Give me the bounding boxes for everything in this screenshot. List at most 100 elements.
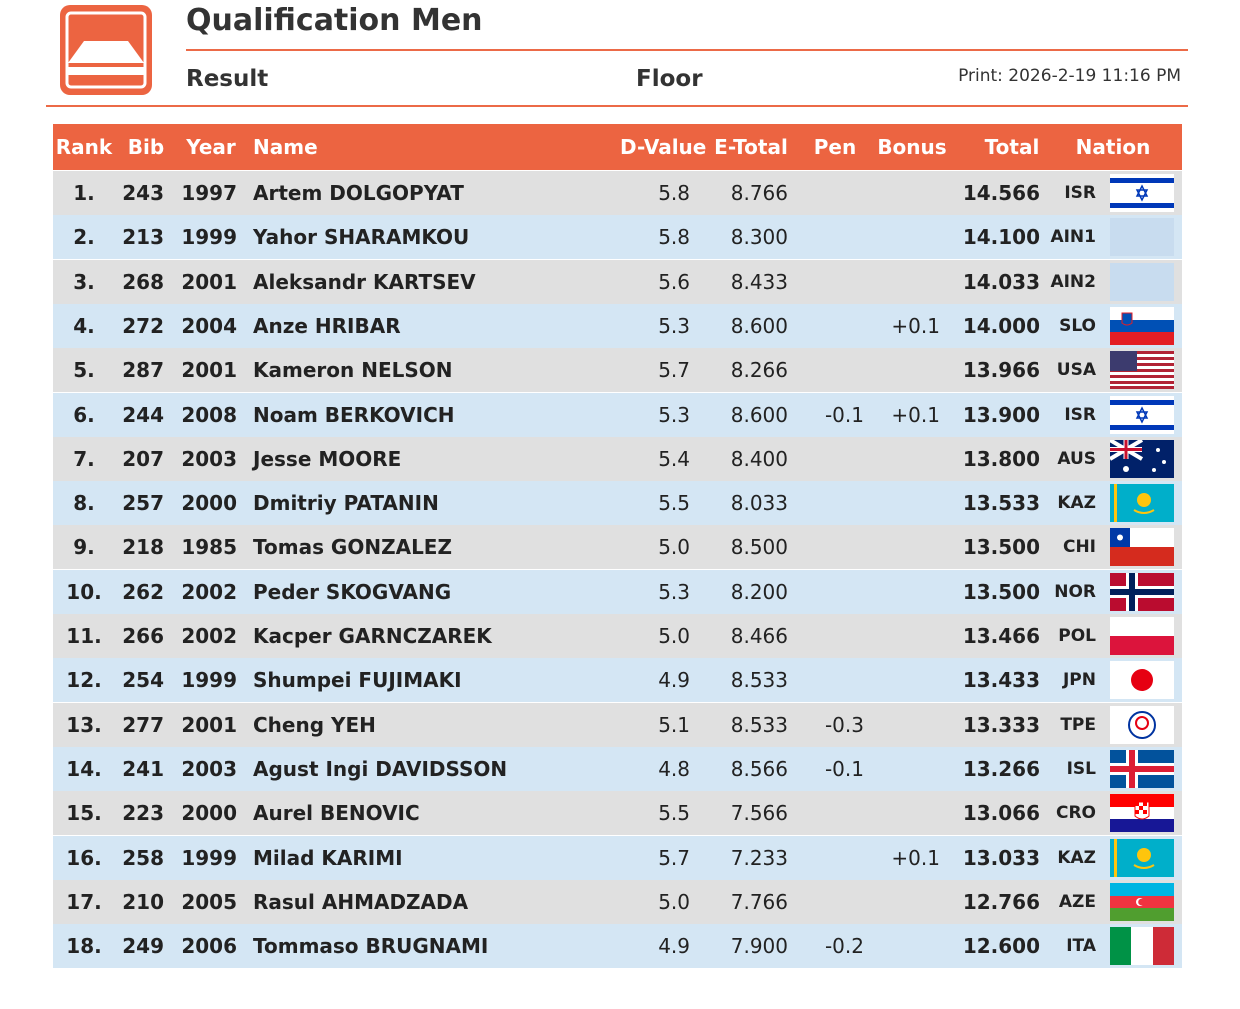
name-cell: Milad KARIMI [253,845,403,870]
table-row [53,746,1182,791]
rank-cell: 1. [73,181,95,205]
total-cell: 14.100 [962,225,1040,250]
year-cell: 1985 [181,535,237,560]
e-total-cell: 8.533 [730,668,788,693]
table-row [53,259,1182,304]
flag [1110,218,1174,256]
bib-cell: 268 [122,269,164,294]
flag [1110,617,1174,655]
bib-cell: 244 [122,402,164,427]
d-value-cell: 5.3 [658,579,690,604]
column-header: Nation [1075,135,1151,159]
e-total-cell: 7.233 [730,845,788,870]
column-header: Total [984,135,1040,159]
table-row [53,569,1182,614]
name-cell: Yahor SHARAMKOU [253,225,470,250]
bib-cell: 258 [122,845,164,870]
year-cell: 1997 [181,181,237,205]
nation-cell: JPN [1062,670,1096,691]
total-cell: 13.533 [962,491,1040,516]
year-cell: 2001 [181,269,237,294]
e-total-cell: 8.300 [730,225,788,250]
d-value-cell: 5.0 [658,535,690,560]
e-total-cell: 8.766 [730,181,788,205]
nation-cell: AUS [1057,448,1096,469]
subtitle: Result [186,66,269,92]
column-header: Rank [55,135,113,159]
header-row [53,124,1182,170]
flag [1110,706,1174,744]
d-value-cell: 5.0 [658,889,690,914]
flag [1110,839,1174,877]
name-cell: Noam BERKOVICH [253,402,455,427]
name-cell: Peder SKOGVANG [253,579,452,604]
bib-cell: 249 [122,934,164,959]
rank-cell: 15. [66,801,102,826]
d-value-cell: 4.9 [658,668,690,693]
rank-cell: 4. [73,313,95,338]
flag [1110,794,1174,832]
total-cell: 13.500 [962,579,1040,604]
flag [1110,484,1174,522]
name-cell: Tommaso BRUGNAMI [253,934,489,959]
flag [1110,573,1174,611]
d-value-cell: 5.5 [658,491,690,516]
total-cell: 13.500 [962,535,1040,560]
table-row [53,436,1182,481]
total-cell: 14.000 [962,313,1040,338]
rank-cell: 11. [66,624,102,648]
total-cell: 13.333 [962,712,1040,737]
total-cell: 13.900 [962,402,1040,427]
e-total-cell: 8.433 [730,269,788,294]
year-cell: 2006 [181,934,237,959]
e-total-cell: 8.600 [730,313,788,338]
bib-cell: 272 [122,313,164,338]
flag [1110,661,1174,699]
flag [1110,440,1174,478]
nation-cell: KAZ [1057,847,1096,868]
nation-cell: NOR [1054,581,1096,602]
rank-cell: 5. [73,358,95,383]
table-row [53,392,1182,437]
year-cell: 2001 [181,358,237,383]
column-header: Bib [127,135,165,159]
column-header: Bonus [877,135,947,159]
year-cell: 2002 [181,624,237,648]
nation-cell: USA [1056,360,1096,381]
table-row [53,791,1182,836]
name-cell: Kacper GARNCZAREK [253,624,492,648]
name-cell: Cheng YEH [253,712,376,737]
column-header: Name [253,135,318,159]
e-total-cell: 8.266 [730,358,788,383]
e-total-cell: 8.566 [730,756,788,781]
total-cell: 13.033 [962,845,1040,870]
bib-cell: 243 [122,181,164,205]
bonus-cell: +0.1 [891,845,940,870]
year-cell: 1999 [181,668,237,693]
e-total-cell: 8.500 [730,535,788,560]
total-cell: 13.966 [962,358,1040,383]
name-cell: Aleksandr KARTSEV [253,269,476,294]
divider [46,105,1188,107]
name-cell: Aurel BENOVIC [253,801,420,826]
bib-cell: 213 [122,225,164,250]
total-cell: 14.033 [962,269,1040,294]
table-row [53,614,1182,658]
rank-cell: 9. [73,535,95,560]
column-header: D-Value [620,135,707,159]
rank-cell: 17. [66,889,102,914]
e-total-cell: 8.600 [730,402,788,427]
rank-cell: 12. [66,668,102,693]
year-cell: 2004 [181,313,237,338]
year-cell: 2003 [181,446,237,471]
name-cell: Dmitriy PATANIN [253,491,439,516]
rank-cell: 13. [66,712,102,737]
year-cell: 2005 [181,889,237,914]
name-cell: Artem DOLGOPYAT [253,181,464,205]
total-cell: 13.433 [962,668,1040,693]
e-total-cell: 8.466 [730,624,788,648]
bib-cell: 223 [122,801,164,826]
year-cell: 2003 [181,756,237,781]
flag [1110,307,1174,345]
